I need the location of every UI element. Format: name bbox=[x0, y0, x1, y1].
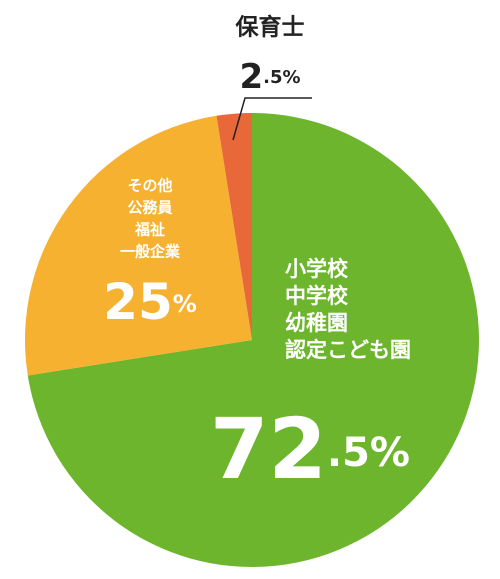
value-label: 25% bbox=[103, 273, 197, 331]
leader-line bbox=[232, 97, 312, 141]
pie-slice bbox=[27, 113, 479, 567]
value-label: 2.5% bbox=[239, 57, 300, 97]
slice-label: 一般企業 bbox=[120, 243, 181, 261]
slice-label: 中学校 bbox=[285, 284, 349, 308]
slice-label: 福祉 bbox=[134, 221, 165, 239]
pie-slice bbox=[24, 115, 252, 376]
pie-slice bbox=[216, 113, 252, 340]
slice-label: 保育士 bbox=[235, 14, 305, 41]
value-label: 72.5% bbox=[210, 400, 410, 498]
slice-label: 認定こども園 bbox=[285, 338, 411, 362]
slice-label: 幼稚園 bbox=[285, 311, 348, 335]
slice-label: 公務員 bbox=[127, 199, 172, 217]
slice-label: その他 bbox=[127, 177, 172, 195]
slice-label: 小学校 bbox=[285, 257, 349, 281]
